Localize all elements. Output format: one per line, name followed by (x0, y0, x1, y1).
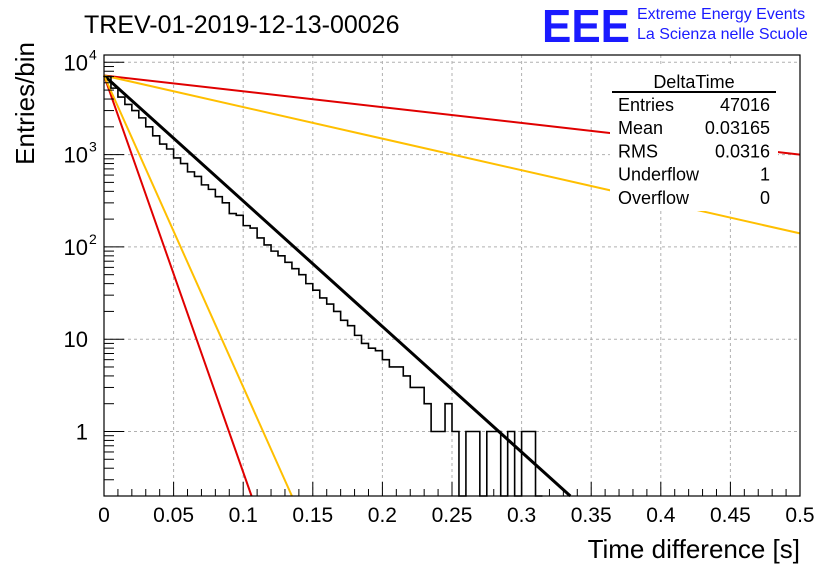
axis-ticks (103, 61, 801, 497)
stats-value: 0.0316 (715, 141, 770, 161)
y-tick-exponent: 4 (89, 46, 97, 62)
stats-box-bg (610, 66, 778, 211)
stats-label: Entries (618, 95, 674, 115)
x-tick-label: 0.45 (710, 504, 751, 527)
y-tick-label: 10 (64, 327, 88, 352)
x-tick-labels: 0 0.05 0.1 0.15 0.2 0.25 0.3 0.35 0.4 0.45 0.5 (98, 504, 814, 527)
x-tick-label: 0.4 (646, 504, 676, 527)
y-tick-label: 1 (76, 419, 88, 444)
fit-line (103, 75, 293, 497)
x-tick-label: 0.25 (432, 504, 473, 527)
y-tick-label: 10 (64, 143, 88, 168)
x-tick-label: 0.3 (507, 504, 536, 527)
histogram-outline (104, 75, 543, 497)
histogram (104, 75, 543, 497)
logo-line1: Extreme Energy Events (637, 6, 805, 23)
logo-mark: EEE (542, 0, 630, 52)
x-tick-label: 0.1 (229, 504, 258, 527)
x-tick-label: 0.05 (153, 504, 194, 527)
y-tick-exponent: 3 (89, 139, 97, 155)
fit-line (103, 75, 253, 497)
x-tick-label: 0.2 (368, 504, 397, 527)
stats-value: 47016 (720, 95, 770, 115)
stats-label: Underflow (618, 165, 700, 185)
stats-box-title: DeltaTime (653, 72, 734, 92)
x-axis-label: Time difference [s] (588, 534, 800, 564)
stats-label: Overflow (618, 188, 690, 208)
y-axis-label: Entries/bin (10, 42, 40, 165)
stats-value: 0 (760, 188, 770, 208)
y-tick-exponent: 2 (89, 231, 97, 247)
eee-logo: EEE Extreme Energy Events La Scienza nel… (542, 0, 808, 52)
stats-value: 1 (760, 165, 770, 185)
chart-title: TREV-01-2019-12-13-00026 (84, 11, 399, 39)
x-tick-label: 0.5 (785, 504, 814, 527)
y-tick-label: 10 (64, 50, 88, 75)
y-tick-label: 10 (64, 235, 88, 260)
stats-label: RMS (618, 141, 658, 161)
stats-label: Mean (618, 118, 663, 138)
stats-value: 0.03165 (705, 118, 770, 138)
x-tick-label: 0.15 (292, 504, 333, 527)
x-tick-label: 0.35 (571, 504, 612, 527)
stats-box: DeltaTime Entries 47016 Mean 0.03165 RMS 0.03… (610, 66, 778, 211)
fit-line (102, 74, 572, 498)
logo-line2: La Scienza nelle Scuole (637, 26, 808, 43)
x-tick-label: 0 (98, 504, 110, 527)
